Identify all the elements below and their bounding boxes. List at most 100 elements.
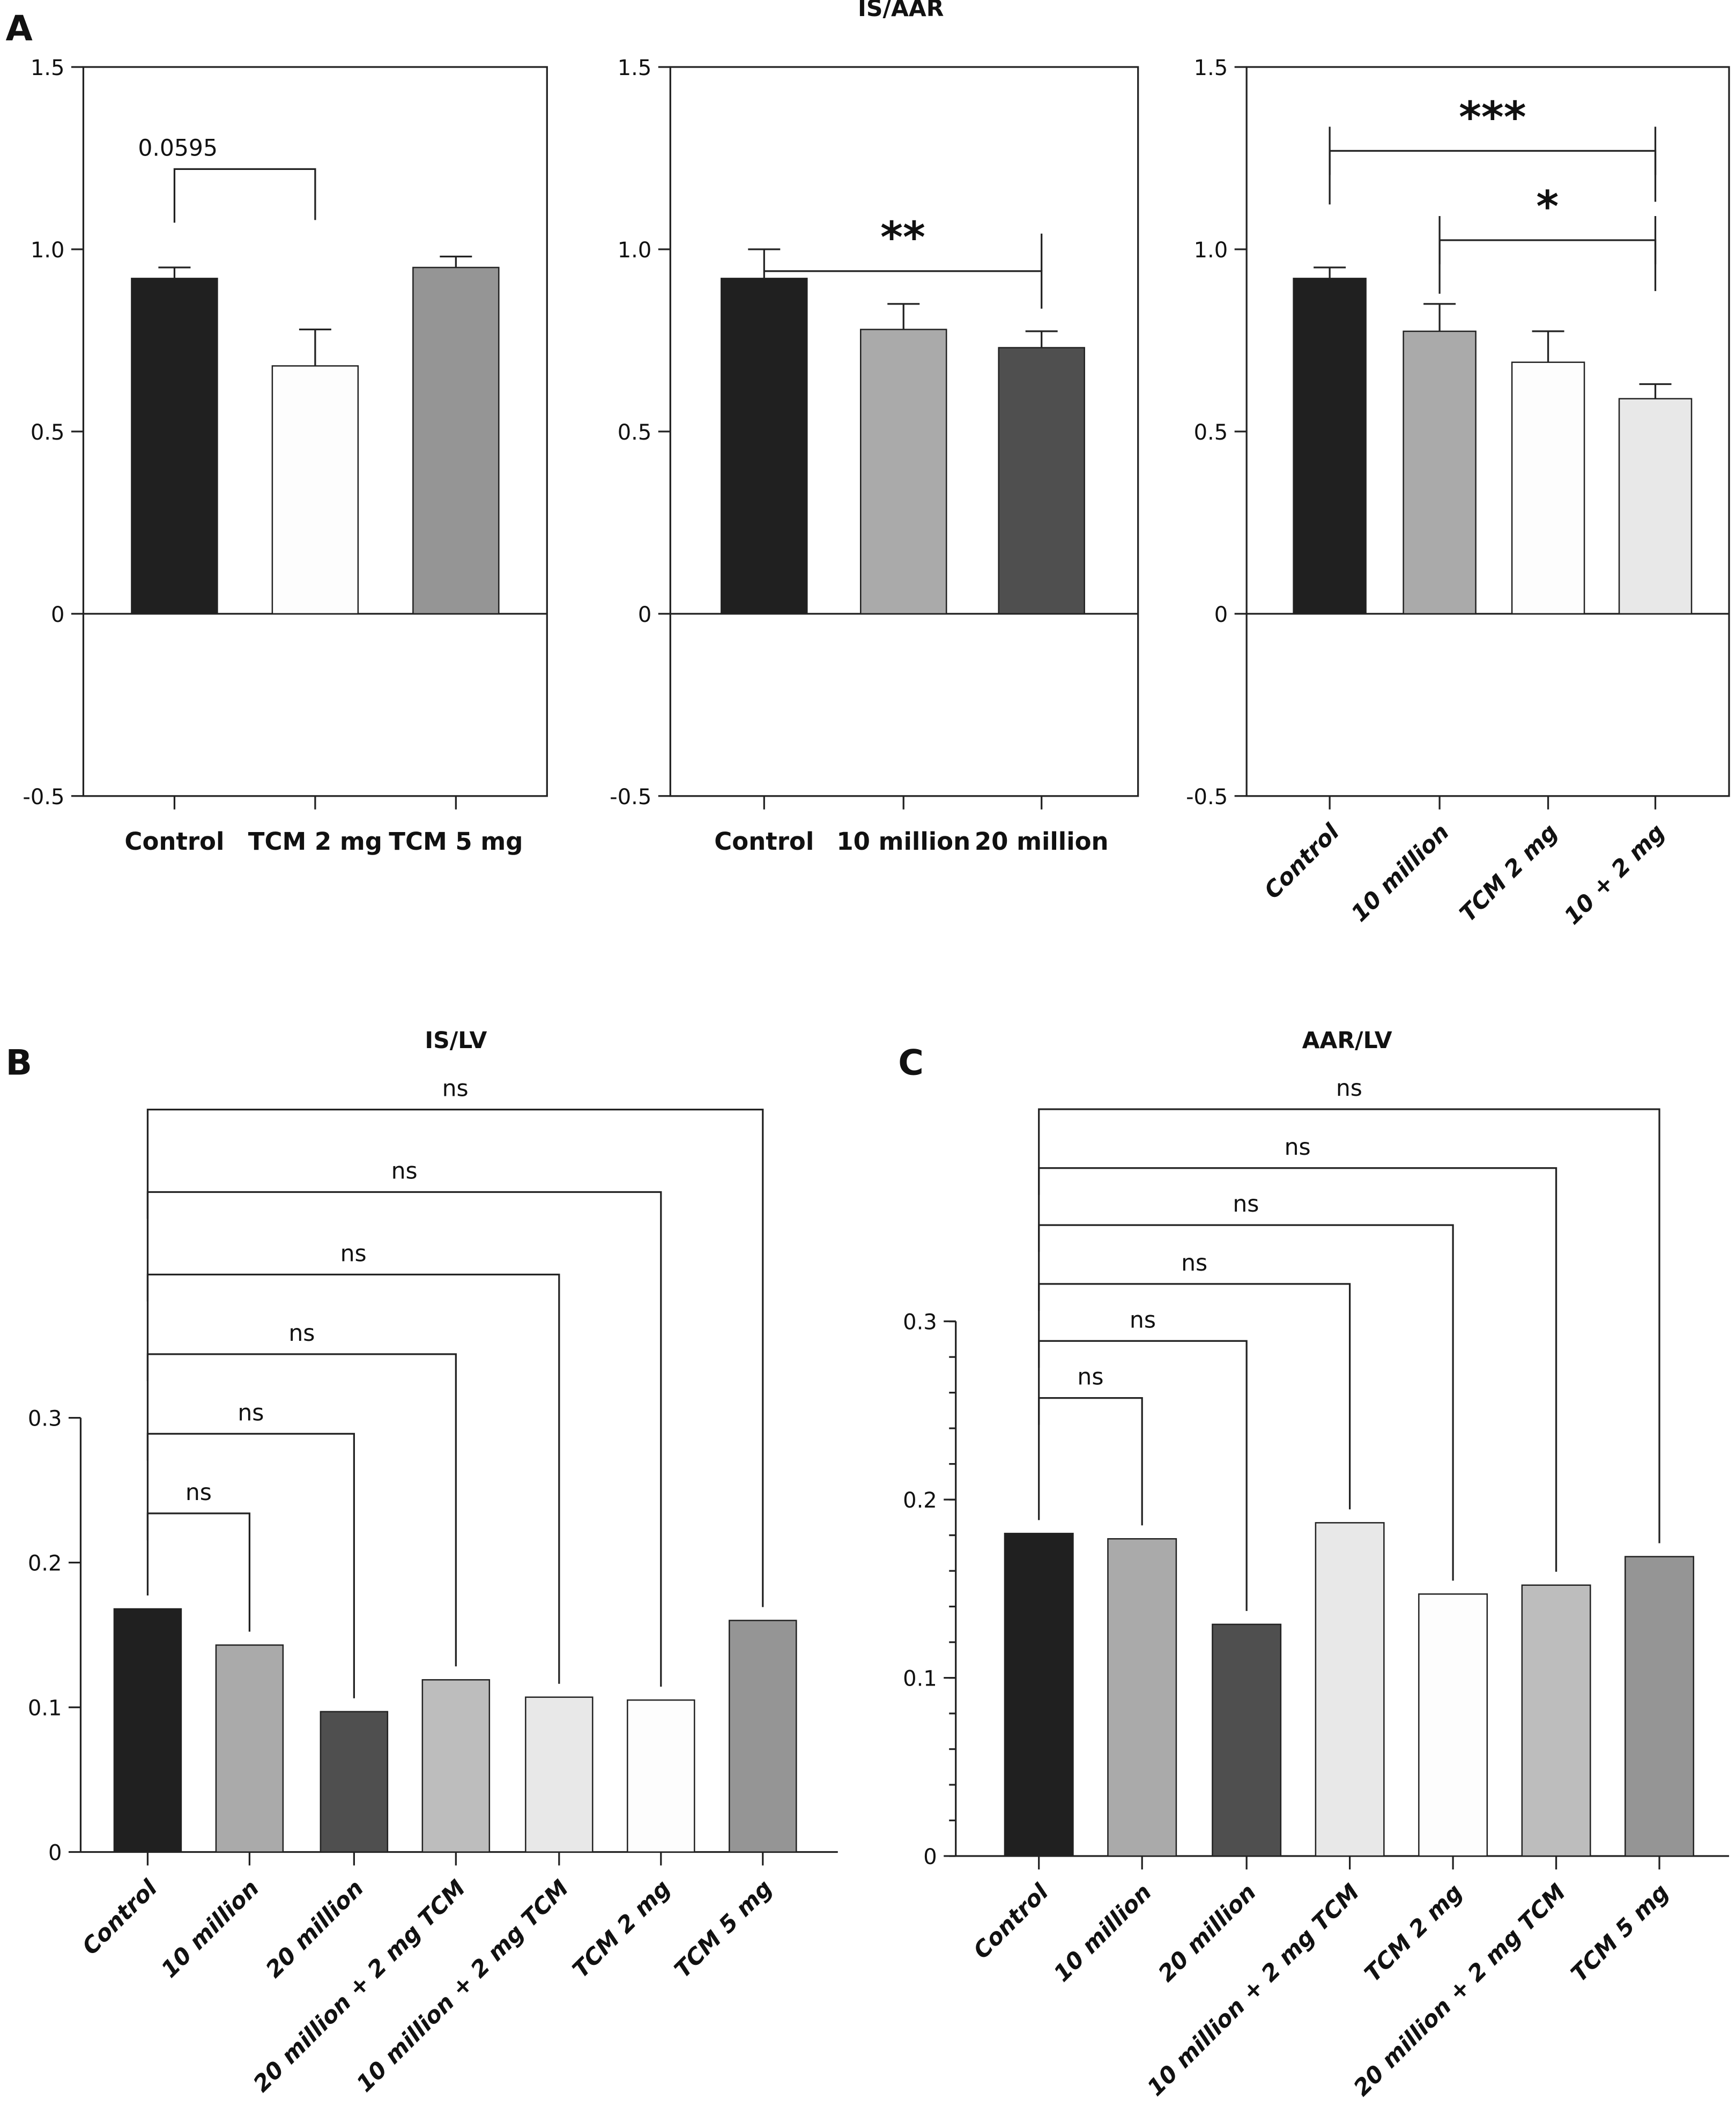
significance-bracket bbox=[146, 1109, 764, 1607]
significance-label: ns bbox=[1130, 1307, 1156, 1333]
y-tick-label: 0.1 bbox=[28, 1696, 62, 1721]
significance-label: ns bbox=[238, 1400, 264, 1426]
significance-bracket bbox=[146, 1273, 560, 1684]
y-tick-label: 0.2 bbox=[903, 1488, 937, 1513]
x-tick-label: 10 + 2 mg bbox=[1560, 819, 1671, 930]
significance-label: ns bbox=[1077, 1364, 1103, 1391]
bar bbox=[215, 1644, 284, 1853]
significance-label: ns bbox=[186, 1480, 212, 1506]
y-tick-label: 0.1 bbox=[903, 1667, 937, 1691]
x-tick-label: TCM 5 mg bbox=[389, 827, 523, 856]
x-tick-label: Control bbox=[1259, 819, 1345, 904]
y-tick-label: -0.5 bbox=[610, 785, 651, 810]
bar bbox=[998, 347, 1085, 615]
significance-label: ** bbox=[880, 213, 925, 263]
bar bbox=[113, 1608, 182, 1853]
x-tick-label: 20 million + 2 mg TCM bbox=[249, 1875, 471, 2098]
bar bbox=[1315, 1522, 1385, 1857]
bar bbox=[721, 278, 808, 615]
y-tick-label: 0.3 bbox=[903, 1310, 937, 1335]
x-tick-label: 10 million + 2 mg TCM bbox=[1143, 1879, 1365, 2102]
x-tick-label: 20 million bbox=[261, 1875, 369, 1983]
x-tick-label: TCM 2 mg bbox=[1360, 1879, 1468, 1987]
y-tick-label: 1.0 bbox=[31, 238, 65, 263]
y-tick-label: 0.2 bbox=[28, 1552, 62, 1576]
x-tick-label: TCM 2 mg bbox=[1455, 819, 1563, 927]
significance-label: 0.0595 bbox=[138, 135, 218, 161]
x-tick-label: 10 million bbox=[836, 827, 970, 856]
y-tick-label: 0.5 bbox=[618, 420, 652, 445]
significance-bracket bbox=[173, 168, 316, 223]
bar bbox=[1618, 398, 1693, 615]
bar bbox=[1418, 1593, 1488, 1857]
significance-bracket bbox=[1038, 1283, 1351, 1510]
x-tick-label: Control bbox=[124, 827, 224, 856]
y-tick-label: 0 bbox=[48, 1841, 62, 1866]
bar bbox=[525, 1696, 593, 1853]
y-tick-label: 0.5 bbox=[1194, 420, 1228, 445]
y-tick-label: 1.0 bbox=[1194, 238, 1228, 263]
y-tick-label: 0 bbox=[51, 603, 64, 627]
y-tick-label: 0 bbox=[638, 603, 651, 627]
significance-bracket bbox=[1038, 1108, 1660, 1543]
x-tick-label: 10 million + 2 mg TCM bbox=[352, 1875, 574, 2098]
bar bbox=[1624, 1556, 1695, 1857]
bar bbox=[1004, 1533, 1074, 1857]
panel-label-c: C bbox=[898, 1043, 924, 1083]
panel-label-b: B bbox=[5, 1043, 32, 1083]
bar bbox=[729, 1620, 797, 1853]
y-tick-label: 1.5 bbox=[618, 56, 652, 80]
bar bbox=[1107, 1538, 1177, 1857]
x-tick-label: TCM 2 mg bbox=[248, 827, 382, 856]
x-tick-label: 10 million bbox=[1049, 1879, 1157, 1987]
significance-label: ns bbox=[1285, 1134, 1311, 1161]
x-tick-label: 20 million bbox=[975, 827, 1109, 856]
y-tick-label: 1.5 bbox=[31, 56, 65, 80]
y-tick-label: 1.5 bbox=[1194, 56, 1228, 80]
bar bbox=[412, 266, 500, 615]
significance-bracket bbox=[146, 1432, 355, 1698]
x-tick-label: 10 million bbox=[157, 1875, 264, 1983]
bar bbox=[1521, 1584, 1591, 1857]
chart-0: -0.5 0 0.5 1.0 1.5 Control TCM 2 mg TCM 5 mg 0.0… bbox=[23, 56, 548, 856]
significance-bracket bbox=[1038, 1340, 1248, 1611]
significance-label: ns bbox=[391, 1159, 418, 1185]
significance-bracket bbox=[1038, 1397, 1143, 1526]
bar bbox=[1293, 278, 1367, 615]
y-tick-label: -0.5 bbox=[1186, 785, 1228, 810]
bar bbox=[421, 1679, 491, 1853]
bar bbox=[860, 329, 947, 615]
chart-title-b: IS/LV bbox=[425, 1028, 487, 1054]
significance-bracket bbox=[146, 1353, 457, 1667]
x-tick-label: TCM 5 mg bbox=[1566, 1879, 1674, 1987]
chart-title-a: IS/AAR bbox=[858, 0, 944, 22]
x-tick-label: Control bbox=[714, 827, 814, 856]
significance-label: ns bbox=[340, 1241, 367, 1267]
chart-2: -0.5 0 0.5 1.0 1.5 Control 10 million TCM 2 mg1… bbox=[1186, 56, 1730, 930]
y-tick-label: 0.3 bbox=[28, 1407, 62, 1431]
significance-bracket bbox=[1038, 1224, 1454, 1581]
x-tick-label: 10 million bbox=[1346, 819, 1454, 927]
significance-label: ns bbox=[1233, 1191, 1259, 1218]
bar bbox=[320, 1711, 389, 1853]
y-tick-label: 0 bbox=[923, 1845, 937, 1869]
significance-label: * bbox=[1536, 182, 1559, 232]
x-tick-label: Control bbox=[969, 1879, 1055, 1964]
significance-label: ns bbox=[288, 1320, 315, 1347]
significance-label: *** bbox=[1459, 92, 1526, 142]
x-tick-label: 20 million bbox=[1153, 1879, 1261, 1987]
y-tick-label: 0 bbox=[1214, 603, 1228, 627]
bar bbox=[627, 1699, 695, 1853]
bar bbox=[1212, 1623, 1282, 1857]
significance-bracket bbox=[146, 1191, 662, 1687]
bar bbox=[1403, 330, 1477, 615]
y-tick-label: -0.5 bbox=[23, 785, 64, 810]
bar bbox=[131, 278, 218, 615]
x-tick-label: 20 million + 2 mg TCM bbox=[1349, 1879, 1571, 2102]
chart-1: -0.5 0 0.5 1.0 1.5 Control 10 million 20 millio… bbox=[610, 56, 1139, 856]
significance-label: ns bbox=[1336, 1075, 1362, 1102]
x-tick-label: Control bbox=[77, 1875, 163, 1961]
